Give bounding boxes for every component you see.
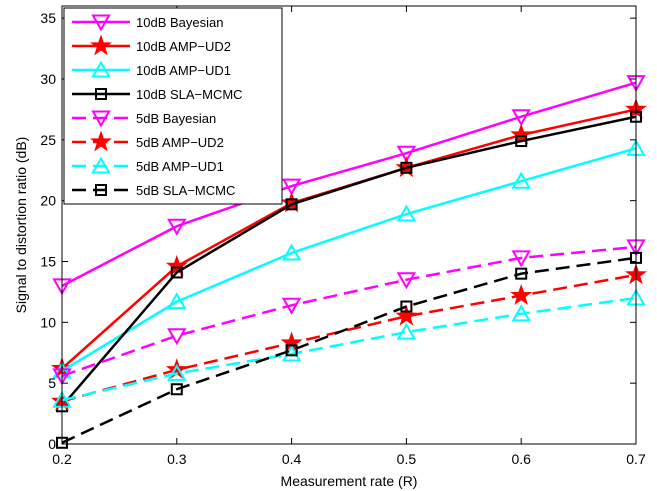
data-point [510,284,533,305]
x-tick-label: 0.4 [282,451,302,467]
y-tick-label: 25 [40,132,56,148]
data-point [400,300,413,313]
data-point [280,191,303,213]
data-point [515,267,528,280]
data-point [511,304,531,322]
legend-marker [90,34,112,56]
legend-label: 10dB Bayesian [136,15,223,30]
x-tick-label: 0.6 [511,451,531,467]
legend-label: 5dB AMP−UD1 [136,159,224,174]
data-point [396,145,417,163]
legend-entry: 5dB AMP−UD1 [72,156,224,174]
legend-label: 10dB SLA−MCMC [136,87,243,102]
data-point [285,198,298,211]
data-point [396,272,417,290]
series-line [61,273,637,403]
data-point [167,218,187,236]
data-point [167,328,187,346]
data-point [170,266,183,279]
x-tick-label: 0.7 [626,451,646,467]
data-point [395,304,418,326]
legend-entry: 10dB SLA−MCMC [72,87,243,102]
y-tick-label: 0 [48,436,56,452]
y-tick-label: 20 [40,193,56,209]
axes-frame [61,5,637,445]
data-point [285,344,298,357]
legend-entry: 5dB Bayesian [72,110,216,128]
x-tick-label: 0.2 [52,451,72,467]
data-point [281,297,302,315]
legend-box [63,7,283,205]
legend-entry: 5dB AMP−UD2 [72,130,224,152]
data-point [396,204,417,222]
series-line [61,256,637,444]
y-tick-label: 30 [40,71,56,87]
legend-marker [95,88,107,100]
y-tick-label: 15 [40,254,56,270]
legend-marker [91,14,111,32]
legend-label: 10dB AMP−UD2 [136,39,231,54]
legend-label: 5dB AMP−UD2 [136,135,224,150]
data-point [281,243,302,261]
y-tick-label: 5 [48,375,56,391]
legend-marker [91,156,111,174]
data-point [396,322,417,340]
series-line [61,245,637,378]
legend-marker [91,110,111,128]
legend-label: 5dB SLA−MCMC [136,183,235,198]
data-point [511,171,531,189]
data-point [281,178,302,196]
legend-entry: 10dB AMP−UD1 [72,60,231,78]
series-line [61,81,637,287]
data-point [511,109,531,127]
x-tick-label: 0.3 [167,451,187,467]
legend-label: 5dB Bayesian [136,111,216,126]
series-1 [52,75,646,296]
legend-entry: 10dB Bayesian [72,14,223,32]
series-line [61,147,637,373]
legend-entry: 5dB SLA−MCMC [72,183,235,198]
data-point [511,250,531,268]
data-point [510,123,533,145]
series-4 [56,110,642,413]
y-tick-label: 10 [40,314,56,330]
series-line [61,115,637,408]
data-point [167,292,187,310]
data-point [167,363,187,381]
series-line [61,296,637,402]
data-point [400,161,413,174]
y-axis-label: Signal to distortion ratio (dB) [13,137,29,314]
x-axis-label: Measurement rate (R) [281,473,418,489]
data-point [515,135,528,148]
legend-marker [90,130,112,152]
axes: 0.2 0.3 0.4 0.5 0.6 0.7 0 5 10 15 20 25 30 35 [40,5,646,467]
legend: 10dB Bayesian 10dB AMP−UD2 10dB AMP−UD1 10d… [63,7,283,205]
legend-entry: 10dB AMP−UD2 [72,34,231,56]
data-point [165,254,188,276]
data-point [170,383,183,396]
y-tick-label: 35 [40,10,56,26]
x-tick-label: 0.5 [397,451,417,467]
legend-marker [95,184,107,196]
legend-label: 10dB AMP−UD1 [136,63,231,78]
legend-marker [91,60,111,78]
